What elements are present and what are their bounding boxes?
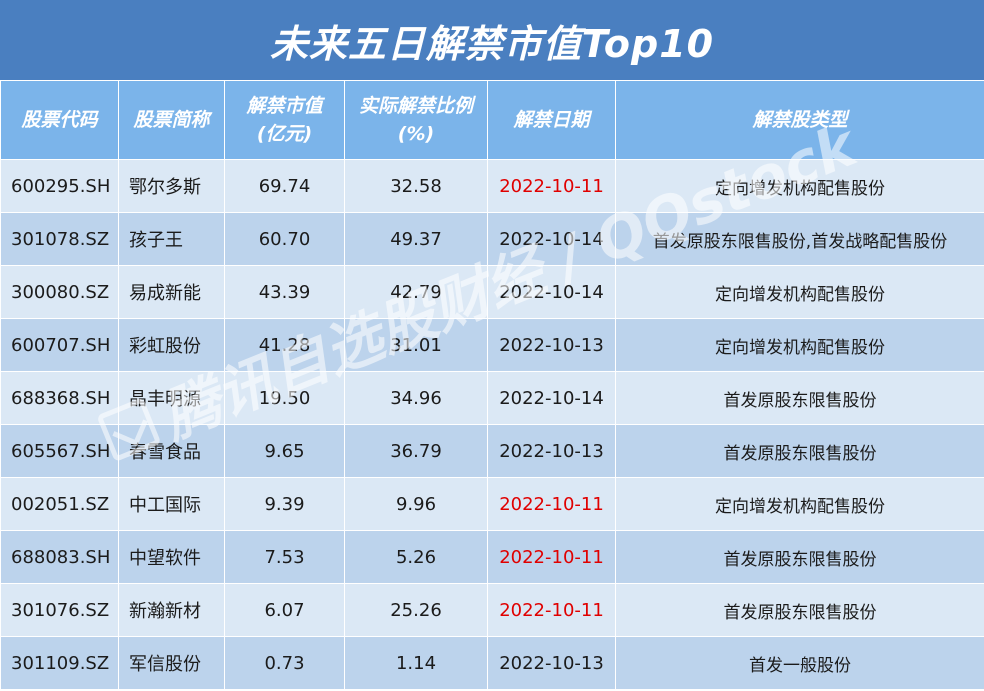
header-type: 解禁股类型 (615, 80, 984, 160)
header-ratio: 实际解禁比例 (%) (344, 80, 488, 160)
cell-ratio: 1.14 (344, 636, 488, 690)
cell-date: 2022-10-13 (487, 318, 616, 372)
table-row: 688368.SH 晶丰明源 19.50 34.96 2022-10-14 首发原股东限售… (0, 371, 984, 425)
cell-type: 首发原股东限售股份 (615, 530, 984, 584)
cell-code: 688083.SH (0, 530, 119, 584)
cell-name: 中工国际 (118, 477, 225, 531)
table-row: 605567.SH 春雪食品 9.65 36.79 2022-10-13 首发原股东限售股… (0, 424, 984, 478)
header-ratio-line1: 实际解禁比例 (358, 95, 473, 117)
cell-type: 首发原股东限售股份 (615, 583, 984, 637)
table-row: 301109.SZ 军信股份 0.73 1.14 2022-10-13 首发一般股份 (0, 636, 984, 690)
header-ratio-line2: (%) (397, 123, 435, 145)
cell-code: 605567.SH (0, 424, 119, 478)
cell-name: 新瀚新材 (118, 583, 225, 637)
table-body: 600295.SH 鄂尔多斯 69.74 32.58 2022-10-11 定向增发机构配… (0, 159, 984, 690)
cell-type: 首发原股东限售股份 (615, 424, 984, 478)
cell-value: 69.74 (224, 159, 345, 213)
cell-ratio: 9.96 (344, 477, 488, 531)
cell-type: 定向增发机构配售股份 (615, 265, 984, 319)
cell-ratio: 25.26 (344, 583, 488, 637)
cell-value: 19.50 (224, 371, 345, 425)
page-title: 未来五日解禁市值Top10 (0, 0, 984, 80)
cell-value: 9.65 (224, 424, 345, 478)
cell-name: 孩子王 (118, 212, 225, 266)
cell-ratio: 5.26 (344, 530, 488, 584)
cell-value: 60.70 (224, 212, 345, 266)
table-row: 002051.SZ 中工国际 9.39 9.96 2022-10-11 定向增发机构配售股… (0, 477, 984, 531)
cell-name: 中望软件 (118, 530, 225, 584)
cell-value: 9.39 (224, 477, 345, 531)
header-code: 股票代码 (0, 80, 119, 160)
cell-name: 彩虹股份 (118, 318, 225, 372)
header-date: 解禁日期 (487, 80, 616, 160)
cell-ratio: 32.58 (344, 159, 488, 213)
cell-date: 2022-10-14 (487, 212, 616, 266)
header-value-line1: 解禁市值 (246, 95, 323, 117)
cell-name: 军信股份 (118, 636, 225, 690)
table-row: 688083.SH 中望软件 7.53 5.26 2022-10-11 首发原股东限售股份 (0, 530, 984, 584)
cell-type: 定向增发机构配售股份 (615, 477, 984, 531)
table-row: 301076.SZ 新瀚新材 6.07 25.26 2022-10-11 首发原股东限售股… (0, 583, 984, 637)
cell-code: 301078.SZ (0, 212, 119, 266)
cell-date: 2022-10-14 (487, 265, 616, 319)
cell-value: 0.73 (224, 636, 345, 690)
header-name: 股票简称 (118, 80, 225, 160)
table-header-row: 股票代码 股票简称 解禁市值 (亿元) 实际解禁比例 (%) 解禁日期 解禁股类… (0, 80, 984, 160)
cell-value: 6.07 (224, 583, 345, 637)
cell-ratio: 42.79 (344, 265, 488, 319)
cell-name: 春雪食品 (118, 424, 225, 478)
cell-date: 2022-10-11 (487, 477, 616, 531)
cell-type: 定向增发机构配售股份 (615, 318, 984, 372)
cell-name: 鄂尔多斯 (118, 159, 225, 213)
cell-code: 300080.SZ (0, 265, 119, 319)
cell-date: 2022-10-11 (487, 583, 616, 637)
cell-name: 晶丰明源 (118, 371, 225, 425)
table-row: 301078.SZ 孩子王 60.70 49.37 2022-10-14 首发原股东限售股… (0, 212, 984, 266)
cell-date: 2022-10-13 (487, 424, 616, 478)
table-row: 600295.SH 鄂尔多斯 69.74 32.58 2022-10-11 定向增发机构配… (0, 159, 984, 213)
cell-type: 首发一般股份 (615, 636, 984, 690)
cell-value: 7.53 (224, 530, 345, 584)
header-value: 解禁市值 (亿元) (224, 80, 345, 160)
cell-code: 002051.SZ (0, 477, 119, 531)
cell-code: 301109.SZ (0, 636, 119, 690)
cell-code: 600707.SH (0, 318, 119, 372)
table-row: 300080.SZ 易成新能 43.39 42.79 2022-10-14 定向增发机构配… (0, 265, 984, 319)
table-row: 600707.SH 彩虹股份 41.28 31.01 2022-10-13 定向增发机构配… (0, 318, 984, 372)
cell-date: 2022-10-11 (487, 530, 616, 584)
cell-date: 2022-10-11 (487, 159, 616, 213)
cell-code: 301076.SZ (0, 583, 119, 637)
cell-type: 首发原股东限售股份 (615, 371, 984, 425)
cell-ratio: 31.01 (344, 318, 488, 372)
cell-ratio: 49.37 (344, 212, 488, 266)
cell-code: 600295.SH (0, 159, 119, 213)
cell-ratio: 34.96 (344, 371, 488, 425)
cell-code: 688368.SH (0, 371, 119, 425)
cell-value: 43.39 (224, 265, 345, 319)
cell-type: 定向增发机构配售股份 (615, 159, 984, 213)
cell-date: 2022-10-14 (487, 371, 616, 425)
cell-date: 2022-10-13 (487, 636, 616, 690)
cell-value: 41.28 (224, 318, 345, 372)
cell-name: 易成新能 (118, 265, 225, 319)
cell-type: 首发原股东限售股份,首发战略配售股份 (615, 212, 984, 266)
cell-ratio: 36.79 (344, 424, 488, 478)
unlock-table: 股票代码 股票简称 解禁市值 (亿元) 实际解禁比例 (%) 解禁日期 解禁股类… (0, 80, 984, 690)
header-value-line2: (亿元) (256, 123, 313, 145)
